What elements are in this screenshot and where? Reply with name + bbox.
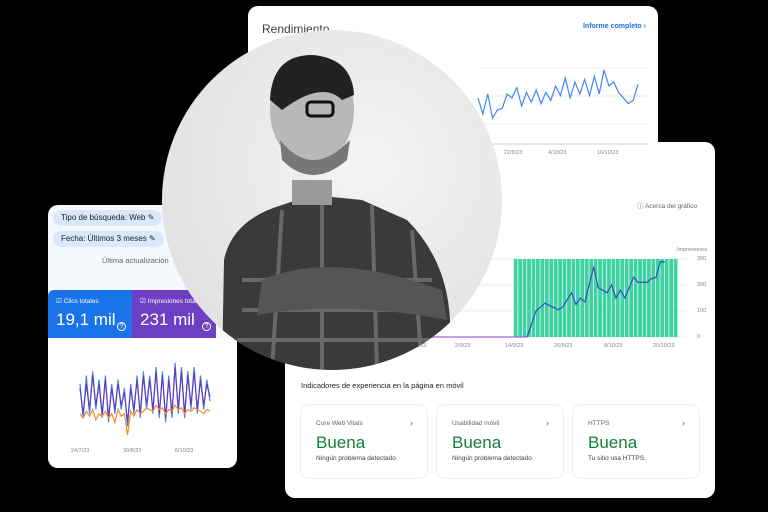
bar — [558, 259, 562, 337]
checkbox-icon: ☑ — [140, 298, 146, 305]
tile-label: Usabilidad móvil — [452, 420, 500, 427]
bar — [660, 259, 665, 337]
tile-detail: Ningún problema detectado — [452, 455, 532, 462]
tile-status: Buena — [588, 433, 638, 452]
bar — [655, 259, 660, 337]
chevron-right-icon: › — [546, 418, 549, 428]
bar — [549, 259, 554, 337]
chevron-right-icon: › — [682, 418, 685, 428]
performance-line — [477, 69, 639, 120]
bar — [562, 259, 567, 337]
x-tick: 24/7/23 — [71, 448, 90, 454]
y-tick: 100 — [697, 308, 707, 314]
bar — [602, 259, 607, 337]
about-chart-label: Acerca del gráfico — [644, 203, 697, 210]
bar — [593, 259, 598, 337]
full-report-link[interactable]: Informe completo › — [583, 23, 646, 30]
x-tick: 30/8/23 — [123, 448, 142, 454]
bar — [522, 259, 527, 337]
chevron-right-icon: › — [410, 418, 413, 428]
x-tick: 14/9/23 — [505, 343, 524, 349]
bar — [553, 259, 558, 337]
impressions-metric[interactable]: ☑ Impresiones totales 231 mil ? — [132, 290, 216, 338]
bar — [647, 259, 651, 337]
person-photo — [162, 30, 502, 370]
search-type-label: Tipo de búsqueda: Web — [61, 213, 146, 222]
impressions-line — [526, 260, 665, 338]
chart-panel — [48, 338, 237, 468]
performance-chart — [477, 67, 648, 145]
x-tick: 26/9/23 — [554, 343, 573, 349]
tile-label: HTTPS — [588, 420, 610, 427]
bar — [544, 259, 549, 337]
help-icon: ? — [117, 322, 126, 331]
bar — [513, 259, 518, 337]
x-tick: 22/9/23 — [504, 150, 523, 156]
bar — [642, 259, 647, 337]
experience-tile[interactable]: Usabilidad móvil › Buena Ningún problema de… — [436, 404, 564, 479]
info-icon: ⓘ — [637, 203, 644, 210]
bar — [527, 259, 531, 337]
x-tick: 4/10/23 — [548, 150, 567, 156]
pencil-icon: ✎ — [147, 213, 155, 222]
bar — [598, 259, 602, 337]
help-icon: ? — [202, 322, 211, 331]
tile-status: Buena — [316, 433, 366, 452]
y-tick: 200 — [697, 282, 707, 288]
tile-label: Core Web Vitals — [316, 420, 363, 427]
impressions-line — [79, 366, 211, 423]
last-update: Última actualización — [102, 256, 169, 265]
bar — [518, 259, 523, 337]
about-chart-link[interactable]: ⓘ Acerca del gráfico — [637, 200, 697, 210]
bar — [531, 259, 536, 337]
bar — [651, 259, 656, 337]
bar — [589, 259, 594, 337]
x-tick: 16/10/23 — [597, 150, 619, 156]
experience-tile[interactable]: HTTPS › Buena Tu sitio usa HTTPS. — [572, 404, 700, 479]
x-tick: 2/9/23 — [455, 343, 471, 349]
bar — [536, 259, 540, 337]
y-tick: 300 — [697, 256, 707, 262]
bar — [664, 259, 669, 337]
date-filter[interactable]: Fecha: Últimos 3 meses ✎ — [53, 231, 164, 247]
chevron-right-icon: › — [643, 23, 646, 30]
bar — [620, 259, 625, 337]
date-label: Fecha: Últimos 3 meses — [61, 234, 147, 243]
bar — [607, 259, 611, 337]
bar — [624, 259, 629, 337]
clicks-metric[interactable]: ☑ Clics totales 19,1 mil ? — [48, 290, 132, 338]
tile-detail: Ningún problema detectado — [316, 455, 396, 462]
metric-value: 231 mil — [140, 310, 195, 329]
bar — [673, 259, 678, 337]
experience-title: Indicadores de experiencia en la página … — [301, 381, 464, 390]
x-tick: 20/10/23 — [653, 343, 675, 349]
x-tick: 6/10/23 — [175, 448, 194, 454]
tile-detail: Tu sitio usa HTTPS. — [588, 455, 646, 462]
bar — [540, 259, 545, 337]
metric-label: Impresiones totales — [147, 298, 205, 305]
bar — [584, 259, 589, 337]
bar — [615, 259, 620, 337]
checkbox-icon: ☑ — [56, 298, 62, 305]
search-type-filter[interactable]: Tipo de búsqueda: Web ✎ — [53, 210, 163, 226]
bar — [669, 259, 674, 337]
clicks-impressions-chart — [79, 362, 211, 436]
full-report-label: Informe completo — [582, 23, 642, 30]
metric-label: Clics totales — [63, 298, 99, 305]
tile-status: Buena — [452, 433, 502, 452]
pencil-icon: ✎ — [149, 234, 156, 243]
bar — [575, 259, 580, 337]
bar — [580, 259, 585, 337]
bar — [638, 259, 642, 337]
experience-tile[interactable]: Core Web Vitals › Buena Ningún problema det… — [300, 404, 428, 479]
third-line — [79, 404, 211, 436]
bar — [629, 259, 634, 337]
metric-value: 19,1 mil — [56, 310, 116, 329]
bar — [633, 259, 638, 337]
bar — [611, 259, 616, 337]
x-tick: 8/10/23 — [604, 343, 623, 349]
y-axis-label: Impresiones — [677, 247, 707, 253]
y-tick: 0 — [697, 334, 701, 340]
